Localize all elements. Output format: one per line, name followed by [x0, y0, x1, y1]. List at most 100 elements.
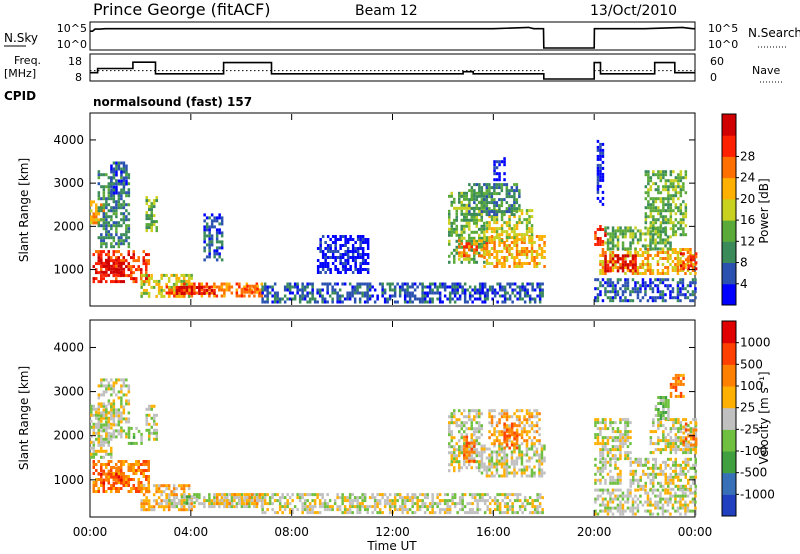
echo-cell: [521, 288, 524, 292]
echo-cell: [498, 421, 501, 425]
echo-cell: [115, 224, 118, 228]
echo-cell: [674, 188, 678, 192]
echo-cell: [145, 460, 148, 463]
echo-cell: [248, 294, 251, 298]
echo-cell: [682, 264, 685, 268]
echo-cell: [500, 198, 504, 202]
echo-cell: [659, 281, 662, 285]
echo-cell: [530, 253, 534, 256]
echo-cell: [662, 230, 665, 234]
echo-cell: [339, 262, 342, 265]
echo-cell: [679, 218, 683, 222]
echo-cell: [122, 185, 126, 189]
echo-cell: [145, 428, 148, 432]
echo-cell: [513, 468, 516, 472]
echo-cell: [147, 490, 151, 494]
echo-cell: [258, 294, 261, 298]
echo-cell: [366, 288, 369, 292]
echo-cell: [483, 235, 486, 238]
echo-cell: [253, 499, 256, 503]
echo-cell: [403, 505, 407, 509]
echo-cell: [508, 195, 511, 199]
echo-cell: [644, 244, 647, 248]
echo-cell: [122, 200, 126, 204]
echo-cell: [180, 273, 183, 277]
echo-cell: [686, 290, 690, 294]
echo-cell: [647, 182, 650, 186]
echo-cell: [266, 291, 269, 295]
echo-cell: [122, 191, 126, 195]
echo-cell: [363, 291, 367, 295]
echo-cell: [604, 231, 607, 234]
echo-cell: [130, 469, 133, 472]
echo-cell: [481, 291, 484, 295]
echo-cell: [115, 250, 118, 254]
echo-cell: [629, 251, 632, 254]
echo-cell: [528, 496, 532, 500]
echo-cell: [505, 424, 509, 428]
echo-cell: [120, 176, 123, 180]
echo-cell: [349, 265, 352, 268]
echo-cell: [102, 402, 106, 406]
echo-cell: [145, 463, 148, 466]
echo-cell: [513, 450, 516, 454]
echo-cell: [495, 259, 499, 262]
echo-cell: [677, 179, 680, 183]
echo-cell: [679, 257, 682, 260]
echo-cell: [167, 508, 171, 512]
echo-cell: [92, 428, 95, 432]
echo-cell: [172, 282, 176, 286]
echo-cell: [515, 183, 519, 187]
echo-cell: [152, 493, 156, 497]
echo-cell: [388, 502, 392, 506]
echo-cell: [540, 474, 544, 478]
echo-cell: [483, 221, 486, 225]
echo-cell: [376, 505, 379, 509]
echo-cell: [107, 423, 111, 427]
echo-cell: [520, 250, 524, 253]
echo-cell: [110, 170, 113, 174]
echo-cell: [117, 414, 121, 418]
echo-cell: [500, 430, 504, 434]
echo-cell: [92, 277, 95, 281]
echo-cell: [666, 251, 670, 254]
echo-cell: [105, 206, 108, 210]
echo-cell: [140, 277, 143, 281]
echo-cell: [500, 224, 504, 228]
echo-cell: [538, 459, 541, 463]
echo-cell: [130, 490, 133, 493]
echo-cell: [478, 297, 482, 301]
echo-cell: [107, 250, 110, 254]
echo-cell: [470, 435, 474, 439]
echo-cell: [480, 212, 483, 216]
echo-cell: [468, 457, 471, 461]
echo-cell: [525, 430, 529, 434]
echo-cell: [115, 487, 118, 490]
echo-cell: [388, 282, 392, 286]
echo-cell: [363, 505, 367, 509]
echo-cell: [117, 250, 120, 254]
echo-cell: [510, 428, 514, 432]
echo-cell: [324, 259, 327, 262]
echo-cell: [488, 496, 492, 500]
echo-cell: [178, 499, 181, 503]
echo-cell: [461, 291, 464, 295]
echo-cell: [644, 238, 647, 242]
echo-cell: [423, 300, 427, 304]
echo-cell: [301, 282, 304, 286]
echo-cell: [426, 493, 429, 497]
echo-cell: [526, 499, 529, 503]
echo-cell: [373, 508, 377, 512]
echo-cell: [107, 434, 110, 438]
echo-cell: [480, 215, 483, 219]
echo-cell: [525, 233, 529, 237]
echo-cell: [470, 439, 473, 443]
echo-cell: [674, 266, 677, 269]
echo-cell: [664, 179, 668, 183]
echo-cell: [493, 189, 496, 193]
echo-cell: [478, 454, 481, 458]
echo-cell: [611, 284, 615, 288]
echo-cell: [137, 268, 140, 272]
echo-cell: [115, 227, 118, 231]
echo-cell: [117, 261, 121, 265]
